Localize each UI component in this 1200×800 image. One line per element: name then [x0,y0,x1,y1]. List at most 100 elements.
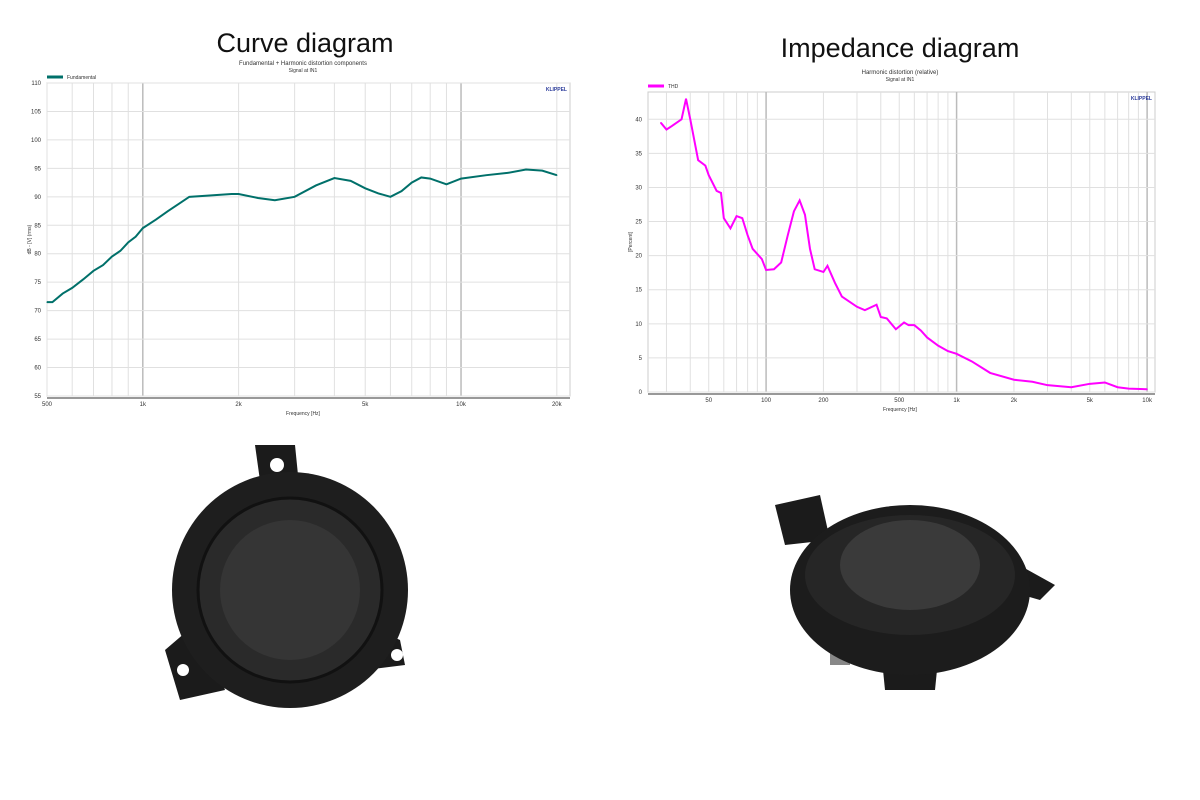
data-point [460,178,462,180]
data-point [955,353,958,355]
x-tick-label: 1k [140,402,147,408]
data-point [761,258,763,260]
data-point [809,248,811,250]
data-point [937,345,939,347]
data-point [51,301,54,303]
series-line-thd [659,98,1148,391]
data-point [886,317,888,319]
data-point [62,292,64,295]
data-point [274,199,276,201]
y-tick-label: 35 [635,151,642,157]
data-point [1104,381,1106,384]
data-point [364,187,366,189]
data-point [111,255,113,258]
data-point [257,197,259,199]
data-point [127,241,129,243]
data-point [188,196,190,198]
data-point [445,183,448,185]
data-point [389,196,392,198]
data-point [1031,381,1034,383]
data-point [1128,387,1130,390]
x-tick-label: 200 [818,398,829,404]
x-tick-label: 500 [42,402,53,408]
y-axis-label: dB - [V] (rms) [27,224,33,254]
x-tick-label: 100 [761,398,772,404]
y-tick-label: 60 [34,366,41,372]
data-point [908,324,910,326]
data-point [689,118,691,120]
y-tick-label: 0 [639,390,643,396]
data-point [178,203,180,205]
data-point [485,174,487,176]
x-tick-label: 10k [1142,398,1153,404]
data-point [1146,388,1148,390]
data-point [1117,386,1119,388]
data-point [826,265,829,267]
data-point [506,172,509,174]
data-point [697,159,699,161]
data-point [752,248,754,250]
y-tick-label: 10 [635,322,642,328]
data-point [793,210,795,212]
y-tick-label: 100 [31,138,42,144]
data-point [875,304,878,306]
data-point [671,125,673,127]
thd-chart: 0 5 10 15 20 25 30 35 40 50 100 200 500 1k 2k 5k 10k Harm… [628,70,1156,413]
x-tick-label: 5k [362,402,369,408]
data-point [841,295,843,298]
chart-subtitle: Signal at IN1 [886,77,915,83]
y-axis-label: [Percent] [628,231,634,252]
data-point [747,234,749,236]
y-tick-label: 20 [635,254,642,260]
data-point [787,234,789,236]
plot-area [647,91,1156,393]
data-point [765,269,767,271]
plot-area [46,82,571,397]
x-tick-label: 1k [953,398,960,404]
legend-label: Fundamental [67,75,96,81]
data-point [680,118,683,120]
data-point [723,217,725,219]
y-tick-label: 25 [635,220,642,226]
left-heading: Curve diagram [216,28,394,58]
data-point [119,250,121,252]
data-point [294,196,296,198]
data-point [716,190,718,192]
data-point [814,268,816,270]
y-tick-label: 75 [34,280,41,286]
data-point [102,264,104,266]
data-point [704,165,706,167]
brand-label: KLIPPEL [546,87,567,93]
speaker-photo-angled [775,495,1055,690]
y-tick-label: 110 [31,81,41,87]
data-point [947,350,949,352]
data-point [155,218,157,221]
data-point [834,282,836,284]
data-point [822,271,825,273]
y-tick-label: 105 [31,109,42,115]
y-tick-label: 70 [34,309,41,315]
data-point [46,301,48,303]
data-point [741,217,743,219]
frequency-response-chart: 55 60 65 70 75 80 85 90 95 100 105 110 500 1k 2k 5k 10k 2… [27,61,571,417]
y-tick-label: 65 [34,337,41,343]
data-point [525,168,527,171]
data-point [556,174,558,176]
y-tick-label: 40 [635,117,642,123]
data-point [82,278,84,280]
data-point [350,180,352,182]
data-point [237,193,240,195]
y-tick-label: 95 [34,166,41,172]
data-point [780,261,782,264]
data-point [864,309,866,311]
data-point [895,328,897,330]
data-point [913,324,915,326]
right-heading: Impedance diagram [780,33,1020,63]
x-tick-label: 500 [894,398,905,404]
data-point [903,321,905,324]
y-tick-label: 85 [34,223,41,229]
data-point [429,178,431,180]
data-point [1070,386,1072,388]
chart-title: Harmonic distortion (relative) [862,70,939,76]
data-point [400,190,403,192]
